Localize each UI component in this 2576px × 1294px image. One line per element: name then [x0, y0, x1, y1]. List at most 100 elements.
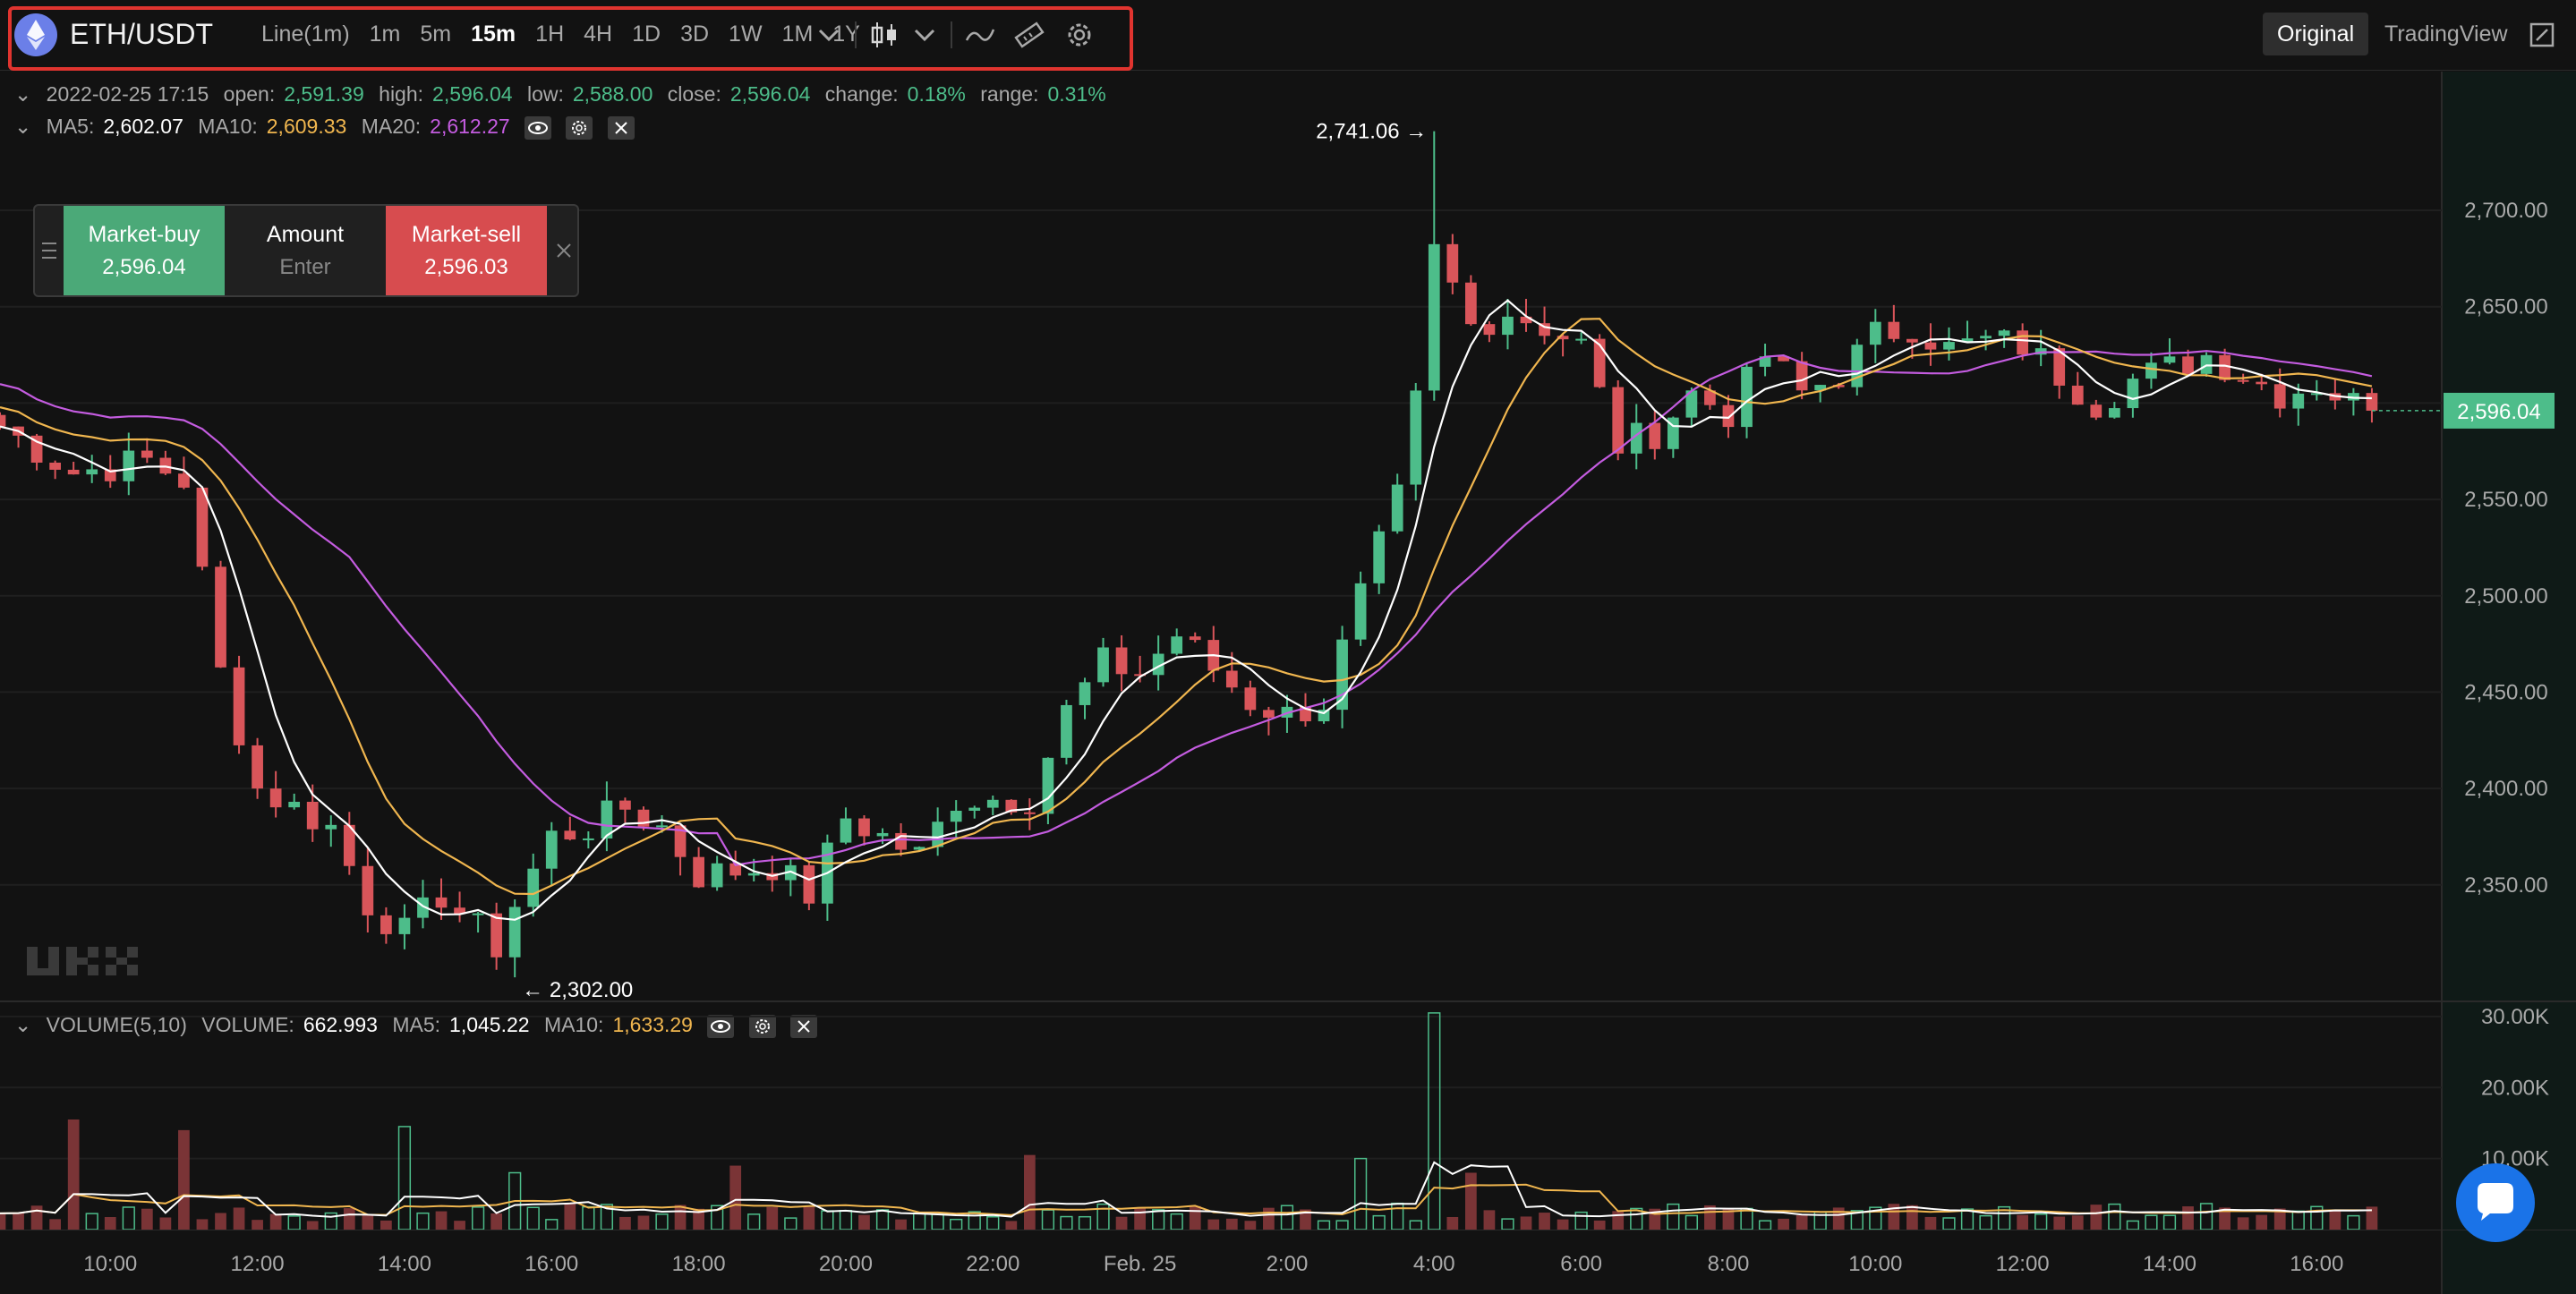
interval-1w[interactable]: 1W [729, 21, 763, 47]
volume-bar [526, 1206, 540, 1230]
volume-bar [2126, 1220, 2140, 1230]
interval-line-1m[interactable]: Line(1m) [261, 21, 350, 47]
volume-bar [931, 1213, 944, 1230]
high-label: high: [379, 82, 424, 106]
gear-icon[interactable] [566, 115, 593, 140]
volume-bar [1005, 1221, 1018, 1230]
view-original-button[interactable]: Original [2263, 13, 2369, 55]
candle-body [252, 745, 263, 789]
volume-bar [545, 1219, 559, 1230]
candle-body [2017, 330, 2029, 355]
candle-body [1759, 356, 1771, 367]
chevron-down-icon[interactable] [811, 17, 847, 53]
volume-bar [2017, 1214, 2029, 1230]
interval-15m[interactable]: 15m [471, 21, 516, 47]
volume-bar [1979, 1214, 1992, 1230]
volume-bar [821, 1210, 834, 1230]
price-tick-label: 2,450.00 [2464, 680, 2547, 704]
volume-bar [416, 1212, 430, 1230]
candle-body [306, 801, 319, 830]
time-tick-label: 16:00 [525, 1252, 578, 1276]
collapse-chevron-icon[interactable]: ⌄ [14, 1013, 32, 1036]
time-tick-label: 20:00 [819, 1252, 873, 1276]
support-chat-button[interactable] [2456, 1163, 2535, 1242]
volume-bar [1574, 1211, 1588, 1230]
close-icon[interactable] [607, 115, 635, 140]
candle-body [1612, 387, 1625, 454]
ohlc-row: ⌄ 2022-02-25 17:15 open: 2,591.39 high: 2,… [14, 82, 1115, 106]
interval-4h[interactable]: 4H [584, 21, 613, 47]
volume-bar [1354, 1157, 1368, 1230]
candle-body [1005, 799, 1018, 813]
volume-bar [1796, 1215, 1808, 1230]
volume-bar [2090, 1205, 2103, 1230]
volume-bar [13, 1213, 24, 1230]
candle-body [472, 913, 484, 915]
market-sell-button[interactable]: Market-sell 2,596.03 [386, 206, 547, 295]
last-price-label: 2,596.04 [2457, 400, 2540, 424]
candlestick-type-icon[interactable] [866, 17, 902, 53]
indicator-icon[interactable] [962, 17, 998, 53]
candle-body [1446, 243, 1459, 283]
chevron-down-icon[interactable] [907, 17, 943, 53]
drawing-ruler-icon[interactable] [1011, 17, 1047, 53]
volume-bar [803, 1206, 815, 1230]
candle-body [840, 818, 852, 843]
interval-1m[interactable]: 1m [369, 21, 401, 47]
candle-body [1630, 422, 1642, 454]
candle-body [2310, 393, 2323, 396]
volume-bar [1778, 1218, 1789, 1230]
market-buy-button[interactable]: Market-buy 2,596.04 [64, 206, 225, 295]
eye-icon[interactable] [525, 115, 552, 140]
highlight-box [8, 6, 1133, 71]
collapse-chevron-icon[interactable]: ⌄ [14, 115, 32, 138]
candle-body [1263, 710, 1275, 718]
toolbar-divider [855, 21, 857, 48]
candle-body [1483, 324, 1496, 336]
candle-body [380, 915, 392, 934]
candle-body [913, 847, 925, 850]
amount-input[interactable]: Amount Enter [225, 206, 386, 295]
close-icon[interactable] [790, 1014, 818, 1038]
volume-bar [784, 1217, 798, 1230]
candle-body [454, 907, 465, 915]
candle-body [490, 913, 503, 958]
volume-bar [252, 1220, 263, 1230]
volume-bar [1428, 1012, 1441, 1230]
volume-bar [1557, 1219, 1569, 1230]
pane-divider[interactable] [0, 1000, 2576, 1002]
gear-icon[interactable] [1062, 17, 1097, 53]
candle-body [2090, 404, 2103, 418]
candle-body [729, 863, 742, 876]
drag-handle-icon[interactable] [35, 206, 64, 295]
interval-1h[interactable]: 1H [535, 21, 565, 47]
candle-body [1685, 390, 1698, 418]
candle-body [1924, 342, 1937, 350]
price-tick-label: 2,650.00 [2464, 295, 2547, 319]
fullscreen-icon[interactable] [2524, 17, 2560, 53]
volume-bar [1942, 1217, 1956, 1230]
view-tradingview-button[interactable]: TradingView [2384, 21, 2508, 47]
volume-bar [1207, 1219, 1220, 1230]
volume-bar [693, 1208, 704, 1230]
close-icon[interactable] [549, 233, 579, 268]
candle-body [1428, 243, 1440, 391]
eye-icon[interactable] [707, 1014, 735, 1038]
interval-3d[interactable]: 3D [680, 21, 710, 47]
gear-icon[interactable] [748, 1014, 776, 1038]
interval-5m[interactable]: 5m [420, 21, 452, 47]
interval-1d[interactable]: 1D [632, 21, 661, 47]
interval-1mo[interactable]: 1M [781, 21, 814, 47]
candle-body [932, 822, 944, 847]
collapse-chevron-icon[interactable]: ⌄ [14, 82, 32, 106]
candle-body [1189, 636, 1201, 641]
ma5-label: MA5: [46, 115, 95, 138]
volume-bar [2366, 1206, 2378, 1230]
range-value: 0.31% [1047, 82, 1106, 106]
pair-title[interactable]: ETH/USDT [70, 18, 213, 50]
volume-bar [1225, 1218, 1238, 1230]
volume-bar [729, 1165, 742, 1230]
candle-body [1869, 321, 1881, 345]
volume-bar [1335, 1220, 1349, 1230]
